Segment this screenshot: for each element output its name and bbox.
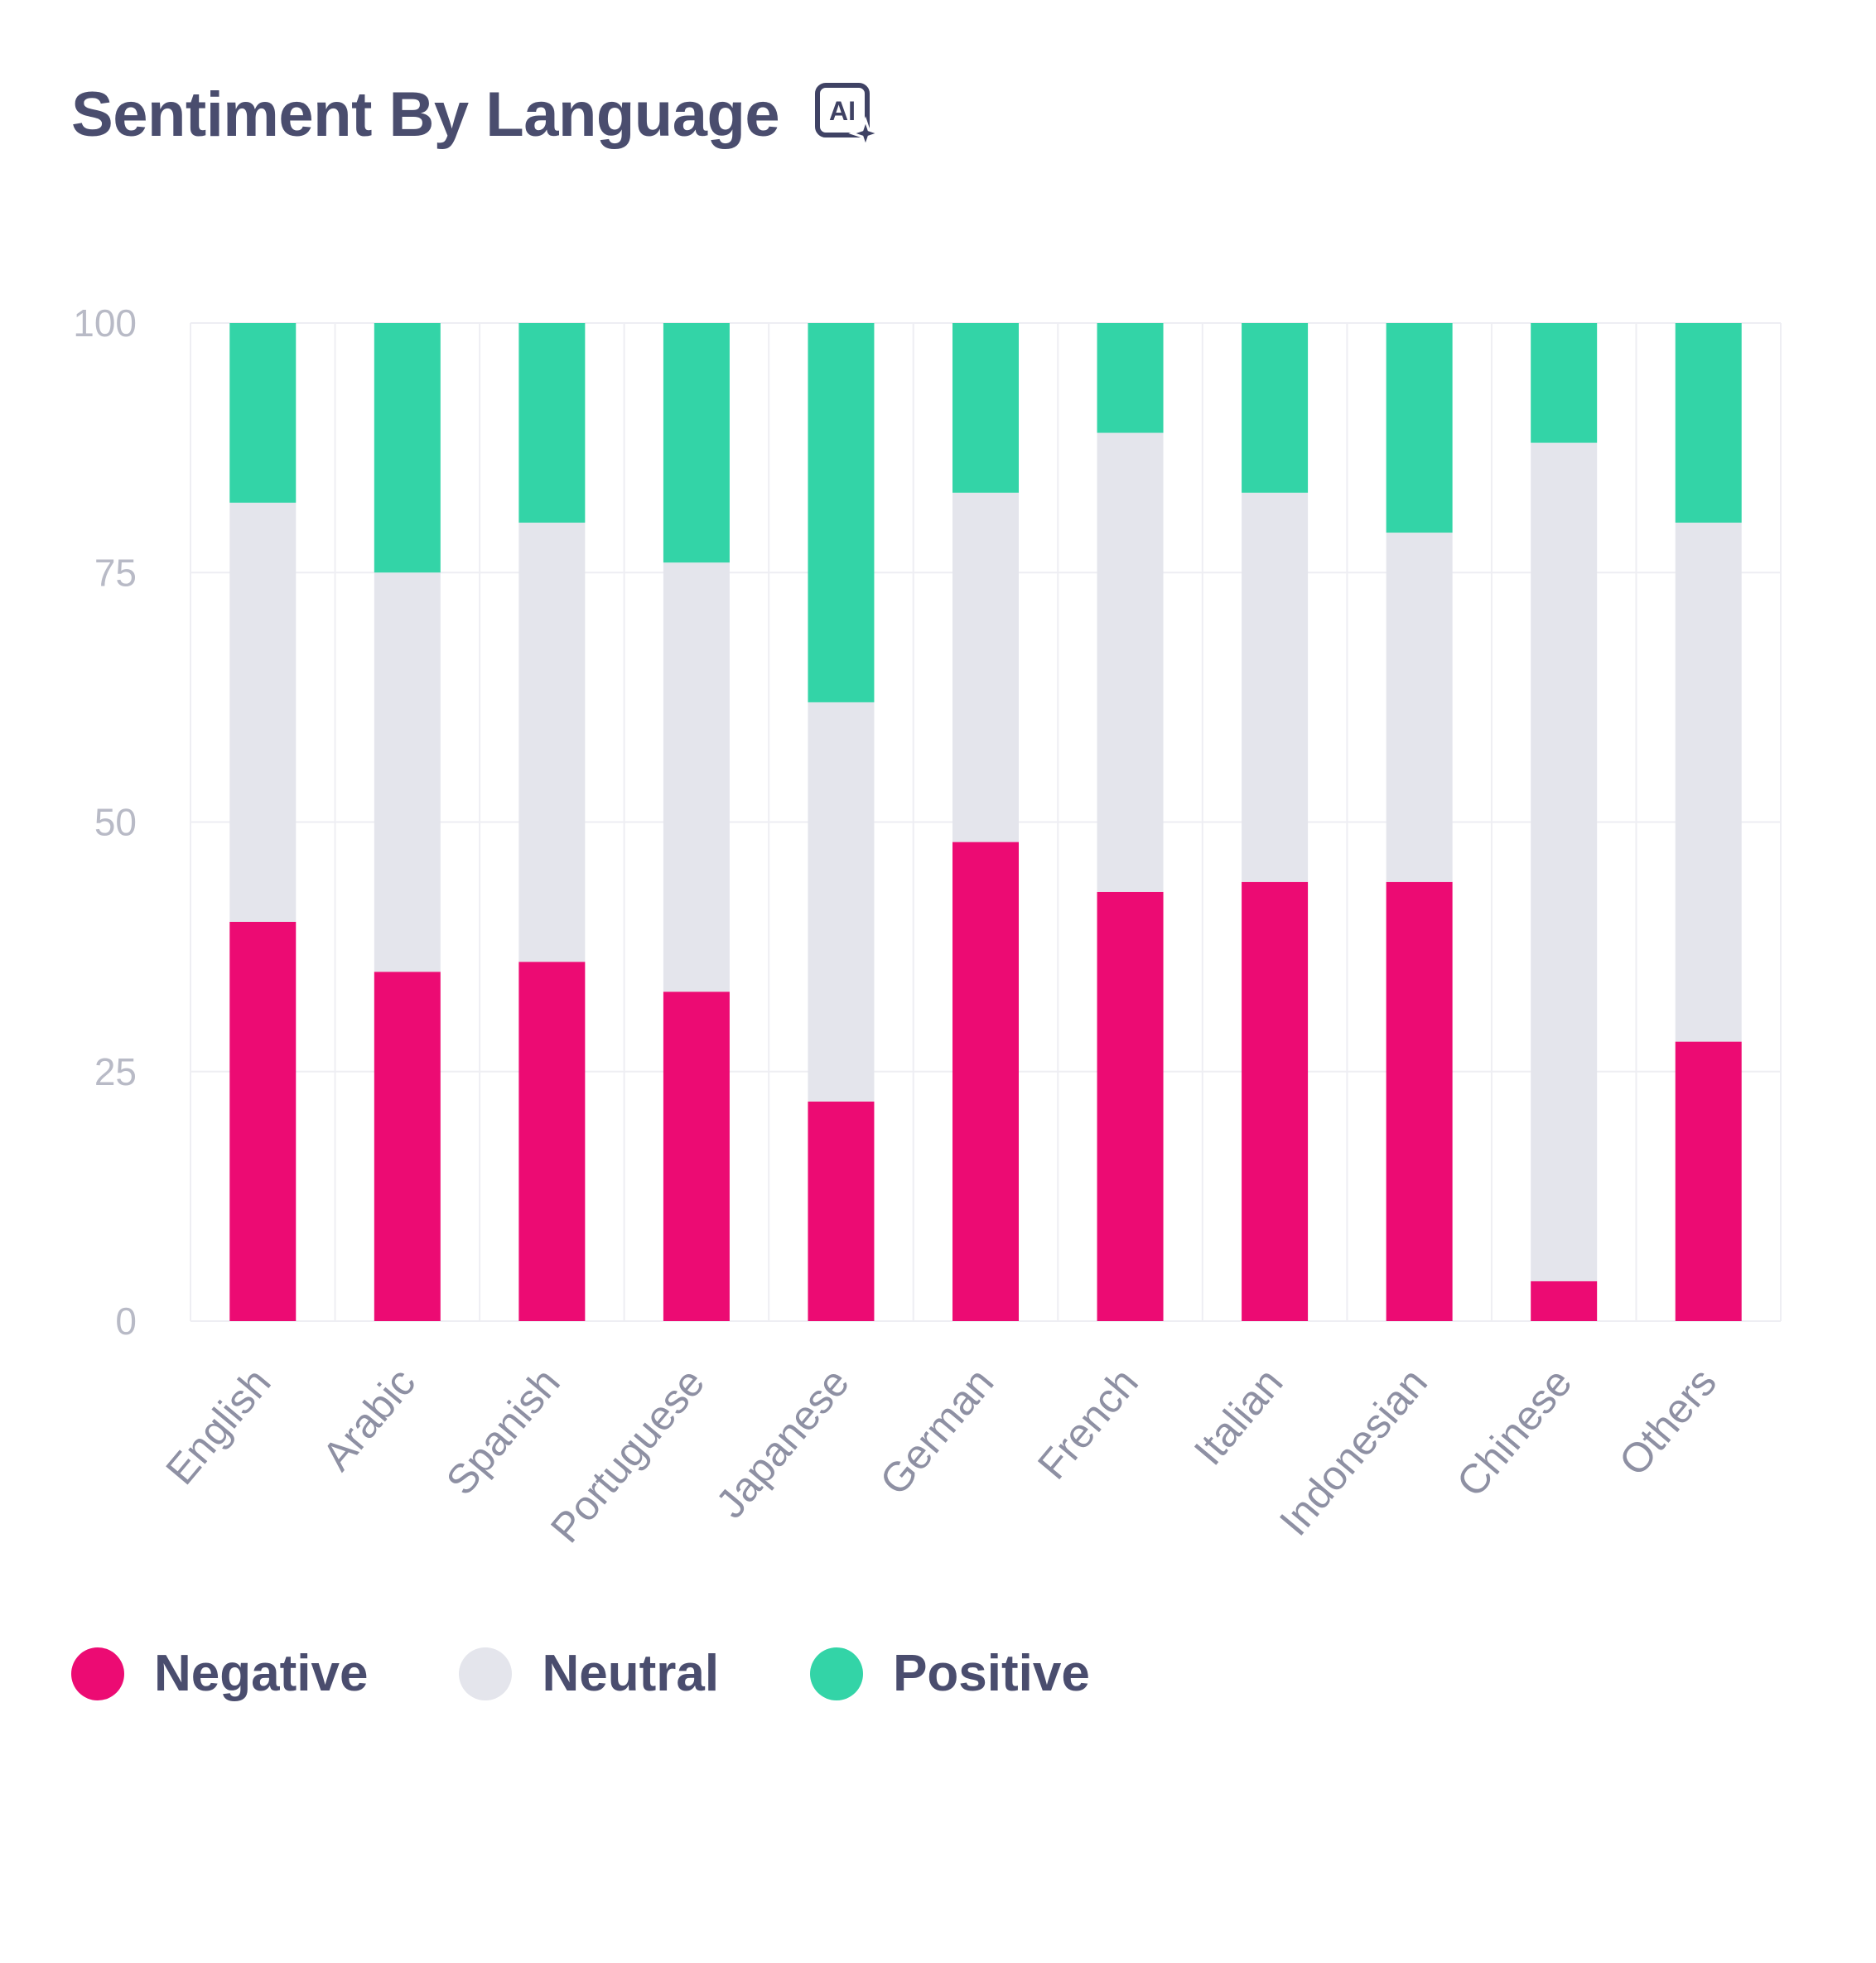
x-tick-label: Chinese: [1448, 1359, 1581, 1506]
bar-negative[interactable]: [1097, 891, 1164, 1321]
bar-negative[interactable]: [1531, 1281, 1598, 1321]
bar-positive[interactable]: [1386, 323, 1453, 533]
bar-neutral[interactable]: [952, 492, 1019, 842]
bar-neutral[interactable]: [1531, 442, 1598, 1281]
bar-negative[interactable]: [1386, 881, 1453, 1321]
bar-negative[interactable]: [663, 991, 730, 1321]
bar-negative[interactable]: [808, 1101, 875, 1321]
y-tick-label: 50: [94, 801, 137, 844]
y-tick-label: 75: [94, 551, 137, 594]
bar-positive[interactable]: [229, 323, 297, 503]
bar-neutral[interactable]: [1097, 432, 1164, 892]
bar-negative[interactable]: [374, 972, 441, 1321]
bar-neutral[interactable]: [374, 572, 441, 972]
x-tick-label: Italian: [1185, 1359, 1292, 1473]
ai-sparkle-icon-graphic: AI: [815, 82, 881, 148]
x-tick-label: Arabic: [313, 1359, 424, 1479]
chart-title: Sentiment By Language: [71, 80, 780, 150]
ai-sparkle-icon[interactable]: AI: [814, 82, 881, 148]
x-tick-label: Japanese: [707, 1359, 858, 1527]
bar-neutral[interactable]: [518, 523, 586, 962]
legend-dot-negative: [71, 1647, 124, 1700]
bar-negative[interactable]: [229, 922, 297, 1321]
bar-neutral[interactable]: [663, 562, 730, 992]
bar-positive[interactable]: [1675, 323, 1742, 523]
bar-positive[interactable]: [518, 323, 586, 523]
bar-positive[interactable]: [952, 323, 1019, 493]
legend-item-negative[interactable]: Negative: [71, 1644, 368, 1703]
bar-negative[interactable]: [518, 962, 586, 1321]
bar-negative[interactable]: [952, 842, 1019, 1321]
x-tick-label: French: [1029, 1359, 1147, 1488]
chart-legend: Negative Neutral Positive: [71, 1644, 1181, 1703]
legend-item-positive[interactable]: Positive: [810, 1644, 1090, 1703]
bar-negative[interactable]: [1242, 881, 1309, 1321]
chart-header: Sentiment By Language AI: [71, 79, 881, 151]
bar-neutral[interactable]: [1386, 533, 1453, 882]
x-tick-label: Spanish: [437, 1359, 569, 1503]
legend-label-neutral: Neutral: [542, 1645, 720, 1702]
bar-positive[interactable]: [808, 323, 875, 702]
bar-positive[interactable]: [374, 323, 441, 573]
legend-dot-positive: [810, 1647, 864, 1700]
bar-neutral[interactable]: [1242, 492, 1309, 882]
legend-item-neutral[interactable]: Neutral: [459, 1644, 719, 1703]
bar-positive[interactable]: [1531, 323, 1598, 443]
legend-label-positive: Positive: [893, 1645, 1090, 1702]
x-tick-label: German: [870, 1359, 1002, 1503]
bar-neutral[interactable]: [808, 702, 875, 1102]
x-tick-label: Indonesian: [1271, 1359, 1436, 1544]
ai-badge-text: AI: [829, 96, 856, 126]
bar-neutral[interactable]: [229, 502, 297, 922]
bar-neutral[interactable]: [1675, 523, 1742, 1042]
bar-negative[interactable]: [1675, 1041, 1742, 1321]
legend-label-negative: Negative: [154, 1645, 369, 1702]
legend-dot-neutral: [459, 1647, 513, 1700]
bar-positive[interactable]: [663, 323, 730, 563]
x-tick-label: Others: [1610, 1359, 1725, 1484]
bar-positive[interactable]: [1242, 323, 1309, 493]
y-tick-label: 100: [73, 301, 137, 345]
x-tick-label: English: [157, 1359, 279, 1493]
y-tick-label: 25: [94, 1050, 137, 1093]
y-tick-label: 0: [115, 1300, 137, 1343]
bar-positive[interactable]: [1097, 323, 1164, 433]
